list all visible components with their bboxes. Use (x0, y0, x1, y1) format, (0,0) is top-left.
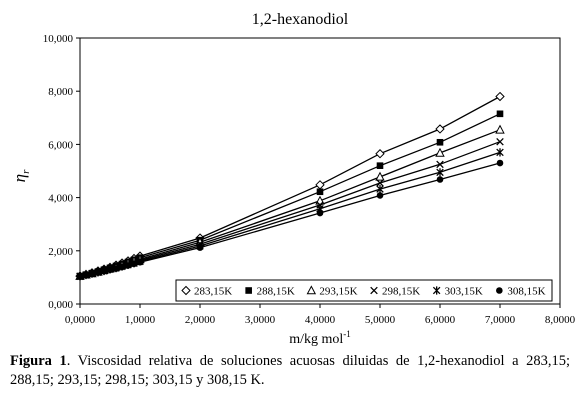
data-point (124, 262, 132, 269)
series-293,15K (75, 124, 505, 280)
series-308,15K (76, 159, 504, 280)
data-point (435, 124, 445, 134)
x-axis-label-main: m/kg mol (289, 332, 343, 347)
legend-label: 288,15K (257, 286, 295, 298)
series-283,15K (75, 91, 505, 281)
x-tick-label: 2,0000 (185, 314, 216, 326)
series-line (79, 95, 501, 277)
data-point (100, 267, 108, 275)
data-point (432, 286, 441, 295)
y-axis-label-main: η (10, 174, 29, 182)
data-point (130, 260, 138, 268)
x-tick-label: 1,0000 (125, 314, 156, 326)
x-tick-label: 7,0000 (485, 314, 516, 326)
legend-item: 283,15K (181, 285, 232, 298)
data-point (196, 244, 204, 251)
series-line (79, 129, 501, 277)
y-axis-label: ηr (10, 169, 32, 182)
data-point (316, 188, 324, 196)
caption-text: . Viscosidad relativa de soluciones acuo… (10, 353, 571, 388)
data-point (496, 287, 503, 294)
x-tick-label: 8,0000 (545, 314, 576, 326)
y-axis: 0,000 2,000 4,000 6,000 8,000 10,000 (43, 33, 80, 311)
x-tick-label: 3,0000 (245, 314, 276, 326)
legend-item: 303,15K (432, 286, 483, 298)
x-axis-label: m/kg mol-1 (289, 329, 351, 347)
data-point (376, 179, 384, 187)
y-tick-label: 6,000 (48, 139, 73, 151)
data-point (496, 137, 504, 146)
data-point (436, 168, 444, 177)
series-layer (75, 91, 505, 281)
data-point (496, 110, 504, 118)
data-point (76, 273, 84, 280)
y-tick-label: 10,000 (43, 33, 74, 45)
data-point (315, 180, 325, 190)
plot-frame (79, 37, 561, 305)
data-point (376, 162, 384, 169)
data-point (106, 266, 114, 274)
chart-title: 1,2-hexanodiol (252, 11, 349, 28)
figure-caption: Figura 1. Viscosidad relativa de solucio… (10, 352, 570, 390)
caption-label: Figura 1 (10, 353, 67, 369)
data-point (496, 148, 504, 157)
data-point (495, 91, 505, 102)
y-axis-label-sub: r (20, 169, 32, 174)
data-point (376, 184, 384, 194)
y-tick-label: 0,000 (48, 299, 73, 311)
data-point (245, 287, 252, 294)
legend-label: 283,15K (194, 286, 232, 298)
data-point (94, 269, 102, 276)
data-point (316, 209, 324, 217)
legend-label: 303,15K (445, 286, 483, 298)
y-tick-label: 2,000 (48, 246, 73, 258)
data-point (306, 285, 317, 295)
chart: 1,2-hexanodiol 0,000 2,000 4,000 6,000 8,000… (10, 11, 576, 347)
x-axis: 0,0000 1,0000 2,0000 3,0000 4,0000 5,0000 6,00… (65, 304, 576, 326)
data-point (375, 171, 385, 181)
data-point (370, 286, 378, 295)
data-point (496, 159, 504, 167)
x-tick-label: 4,0000 (305, 314, 336, 326)
data-point (88, 270, 96, 278)
data-point (436, 160, 444, 169)
data-point (112, 265, 120, 272)
data-point (82, 271, 90, 279)
x-tick-label: 6,0000 (425, 314, 456, 326)
x-axis-label-sup: -1 (343, 329, 351, 339)
data-point (181, 285, 191, 296)
legend-item: 293,15K (306, 285, 358, 298)
legend-item: 308,15K (496, 286, 546, 298)
y-tick-label: 8,000 (48, 86, 73, 98)
legend-label: 298,15K (382, 286, 420, 298)
y-tick-label: 4,000 (48, 193, 73, 205)
data-point (136, 258, 144, 266)
legend-label: 308,15K (507, 286, 545, 298)
legend-label: 293,15K (319, 286, 357, 298)
data-point (375, 149, 385, 159)
data-point (376, 192, 384, 199)
legend-item: 288,15K (245, 286, 295, 298)
legend-item: 298,15K (370, 286, 420, 298)
data-point (495, 124, 505, 134)
data-point (118, 263, 126, 271)
x-tick-label: 0,0000 (65, 314, 96, 326)
x-tick-label: 5,0000 (365, 314, 396, 326)
legend: 283,15K 288,15K 293,15K 298,15K 303,15K 308,1… (175, 279, 553, 302)
series-line (79, 113, 501, 277)
data-point (436, 138, 444, 146)
legend-box (175, 279, 553, 302)
data-point (436, 176, 444, 183)
data-point (435, 147, 445, 157)
